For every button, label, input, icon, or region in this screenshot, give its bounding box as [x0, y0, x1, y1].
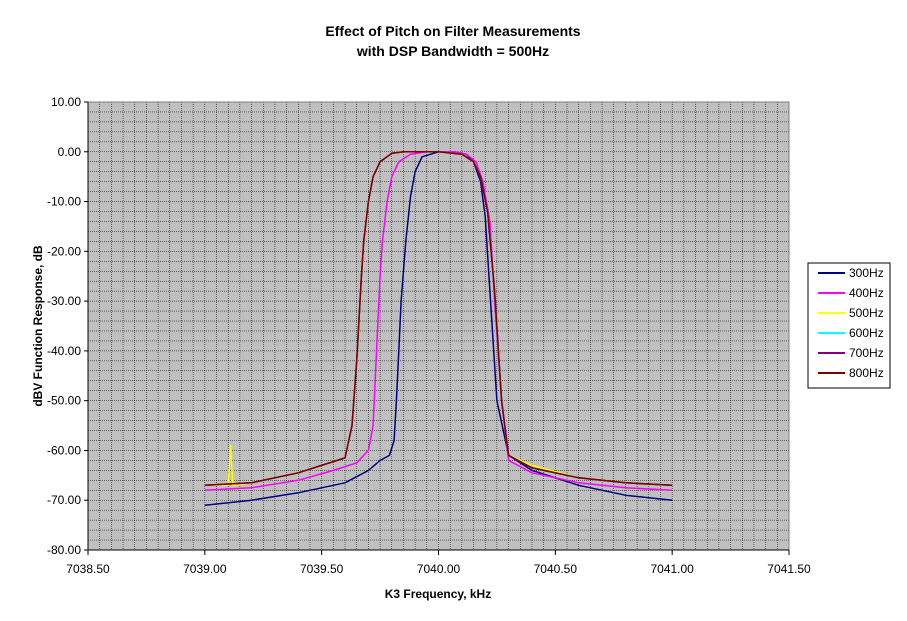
chart-title: Effect of Pitch on Filter Measurements: [325, 23, 580, 39]
series-lines: [204, 151, 673, 506]
legend-label: 600Hz: [849, 326, 884, 340]
gridlines: [88, 102, 789, 550]
y-tick-label: -20.00: [47, 244, 81, 258]
series-line-300Hz: [204, 151, 673, 506]
x-tick-label: 7041.50: [767, 562, 811, 576]
y-axis: 10.00 0.00 -10.00 -20.00 -30.00 -40.00 -50.00 -…: [47, 95, 89, 557]
y-tick-label: -10.00: [47, 195, 81, 209]
legend-label: 300Hz: [849, 266, 884, 280]
legend-box: [807, 262, 891, 389]
x-axis: 7038.50 7039.00 7039.50 7040.00 7040.50 7041.…: [66, 549, 811, 576]
y-axis-title: dBV Function Response, dB: [31, 245, 45, 407]
chart-subtitle: with DSP Bandwidth = 500Hz: [356, 43, 549, 59]
series-line-800Hz: [204, 151, 673, 487]
y-tick-label: -50.00: [47, 394, 81, 408]
legend: 300Hz 400Hz 500Hz 600Hz 700Hz 800Hz: [807, 262, 891, 389]
y-tick-label: -70.00: [47, 493, 81, 507]
y-tick-label: -40.00: [47, 344, 81, 358]
y-tick-label: -80.00: [47, 543, 81, 557]
x-tick-label: 7038.50: [66, 562, 110, 576]
legend-label: 700Hz: [849, 346, 884, 360]
y-tick-label: -60.00: [47, 443, 81, 457]
x-tick-label: 7041.00: [650, 562, 694, 576]
legend-label: 400Hz: [849, 286, 884, 300]
x-tick-label: 7039.50: [300, 562, 344, 576]
y-tick-label: 10.00: [51, 95, 81, 109]
x-axis-title: K3 Frequency, kHz: [385, 587, 491, 601]
x-tick-label: 7040.50: [534, 562, 578, 576]
legend-label: 500Hz: [849, 306, 884, 320]
y-tick-label: -30.00: [47, 294, 81, 308]
legend-label: 800Hz: [849, 366, 884, 380]
x-tick-label: 7039.00: [183, 562, 227, 576]
y-tick-label: 0.00: [58, 145, 82, 159]
x-tick-label: 7040.00: [417, 562, 461, 576]
